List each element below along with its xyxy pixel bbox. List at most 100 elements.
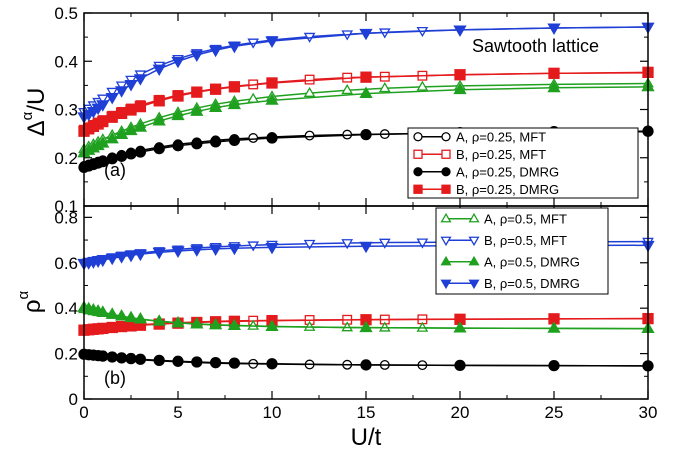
data-point xyxy=(208,244,223,256)
data-point xyxy=(96,100,110,112)
legend-marker xyxy=(468,212,480,223)
series-8 xyxy=(77,22,655,124)
legend-entry: A, ρ=0.25, MFT xyxy=(413,129,546,144)
series-8 xyxy=(77,240,655,271)
y-tick-label: 0.5 xyxy=(54,4,78,23)
data-point xyxy=(416,238,429,249)
data-point xyxy=(171,315,185,328)
y-tick-label: 0 xyxy=(69,390,78,409)
y-tick-label: 0.4 xyxy=(54,52,78,71)
panel-b-ylabel-base: ρ xyxy=(19,300,46,314)
data-point xyxy=(134,100,147,113)
data-point xyxy=(341,83,354,95)
data-point xyxy=(304,130,315,141)
data-point xyxy=(303,239,316,250)
legend-marker xyxy=(441,167,451,177)
data-point xyxy=(124,123,138,136)
data-point xyxy=(209,357,222,369)
data-point xyxy=(190,50,204,63)
data-point xyxy=(248,133,259,143)
data-point xyxy=(547,23,561,36)
data-point xyxy=(171,108,185,121)
data-point xyxy=(209,136,222,148)
data-point xyxy=(359,241,373,254)
panel-a: 0.1 0.2 0.3 0.4 0.5 Sawtooth lattice (a) Δα/… xyxy=(19,4,655,216)
data-point xyxy=(360,128,372,141)
data-point xyxy=(303,86,316,97)
data-point xyxy=(416,80,429,91)
panel-a-label: (a) xyxy=(104,160,126,180)
legend-entry: A, ρ=0.5, MFT xyxy=(440,211,567,226)
legend-marker xyxy=(413,132,423,142)
data-point xyxy=(134,146,147,158)
legend-marker xyxy=(441,132,451,142)
x-tick-label: 5 xyxy=(173,403,182,422)
panel-a-legend: A, ρ=0.25, MFT B, ρ=0.25, MFT A, ρ=0.25, D… xyxy=(407,127,639,199)
data-point xyxy=(378,238,391,249)
data-point xyxy=(105,131,119,144)
data-point xyxy=(115,320,128,333)
data-point xyxy=(172,355,184,367)
data-point xyxy=(341,321,354,332)
data-point xyxy=(359,86,373,98)
data-point xyxy=(172,90,184,102)
panel-a-axes: 0.1 0.2 0.3 0.4 0.5 xyxy=(54,4,649,216)
data-point xyxy=(227,318,242,331)
data-point xyxy=(105,307,119,319)
legend-entry: B, ρ=0.5, MFT xyxy=(440,233,567,248)
y-tick-label: 0.1 xyxy=(54,197,78,216)
data-point xyxy=(106,111,118,123)
legend-label: A, ρ=0.5, MFT xyxy=(484,211,567,226)
data-point xyxy=(190,104,204,116)
data-point xyxy=(548,67,560,79)
data-point xyxy=(125,148,137,160)
data-point xyxy=(171,246,185,259)
data-point xyxy=(359,28,373,41)
data-point xyxy=(105,93,119,105)
data-point xyxy=(97,350,109,362)
legend-label: B, ρ=0.5, MFT xyxy=(484,233,567,248)
data-point xyxy=(247,241,260,252)
y-tick-label: 0.2 xyxy=(54,345,78,364)
series-4 xyxy=(78,66,654,137)
data-point xyxy=(378,82,391,93)
data-point xyxy=(133,312,148,324)
data-point xyxy=(114,309,129,321)
data-point xyxy=(227,41,242,54)
data-point xyxy=(115,107,128,120)
legend-entry: A, ρ=0.25, DMRG xyxy=(413,164,559,179)
panel-a-ylabel-sup: α xyxy=(19,111,36,120)
x-axis-label: U/t xyxy=(351,424,382,451)
data-point xyxy=(453,321,467,333)
data-point xyxy=(266,77,278,89)
legend-marker xyxy=(440,279,452,290)
data-point xyxy=(266,358,278,370)
data-point xyxy=(106,351,118,363)
data-point xyxy=(454,69,466,81)
panel-a-ylabel-tail: /U xyxy=(23,88,50,112)
panel-a-ylabel: Δα/U xyxy=(19,88,50,137)
data-point xyxy=(265,36,279,49)
data-point xyxy=(247,319,260,330)
panel-b-series xyxy=(77,237,655,372)
data-point xyxy=(265,319,279,331)
data-point xyxy=(96,136,110,148)
panel-b-ylabel-sup: α xyxy=(15,291,32,300)
data-point xyxy=(191,356,203,368)
data-point xyxy=(454,359,466,372)
panel-b-frame xyxy=(83,205,649,400)
y-tick-label: 0.6 xyxy=(54,254,78,273)
legend-marker xyxy=(440,212,452,223)
y-tick-label: 0.8 xyxy=(54,208,78,227)
lattice-annotation: Sawtooth lattice xyxy=(472,36,599,56)
data-point xyxy=(209,83,222,95)
legend-label: B, ρ=0.25, MFT xyxy=(456,147,546,162)
legend-entry: B, ρ=0.25, DMRG xyxy=(413,182,559,197)
data-point xyxy=(548,359,560,372)
data-point xyxy=(153,354,165,367)
y-tick-label: 0.3 xyxy=(54,101,78,120)
panel-b-legend: A, ρ=0.5, MFT B, ρ=0.5, MFT A, ρ=0.5, DMRG… xyxy=(435,207,609,295)
x-tick-label: 25 xyxy=(545,403,564,422)
legend-label: A, ρ=0.25, DMRG xyxy=(456,164,559,179)
legend-marker xyxy=(441,184,451,194)
